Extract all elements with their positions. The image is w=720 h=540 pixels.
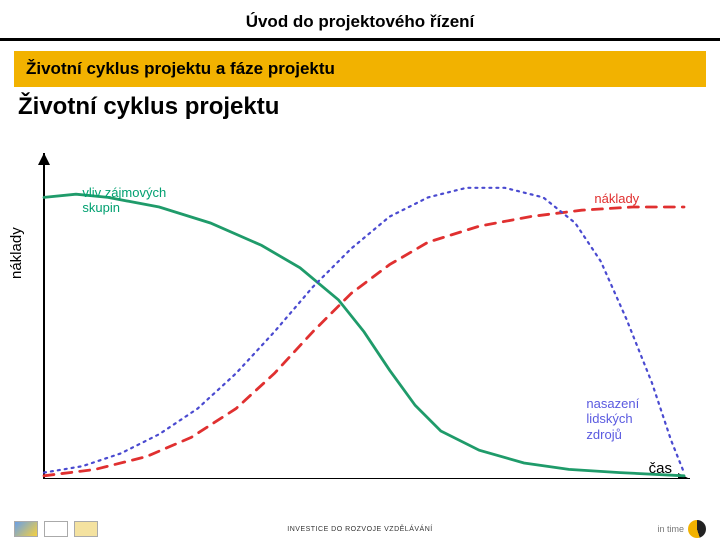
footer-brand-text: in time [657,524,684,534]
ministry-logo-icon [44,521,68,537]
series-label-stakeholder_influence: vliv zájmovýchskupin [82,185,166,216]
chart-title: Životní cyklus projektu [14,89,706,123]
footer-caption: INVESTICE DO ROZVOJE VZDĚLÁVÁNÍ [287,526,432,533]
section-title-band: Životní cyklus projektu a fáze projektu [14,51,706,87]
series-labels-layer: vliv zájmovýchskupin náklady nasazenílidsk… [14,119,706,479]
chart-container: Životní cyklus projektu náklady čas vliv… [14,89,706,479]
footer-logos [14,521,98,537]
swirl-icon [688,520,706,538]
eu-fund-logo-icon [14,521,38,537]
header-rule [0,38,720,41]
op-vk-logo-icon [74,521,98,537]
page-top-title: Úvod do projektového řízení [0,0,720,38]
footer-brand: in time [657,520,706,538]
series-label-costs: náklady [594,191,639,207]
series-label-staffing: nasazenílidskýchzdrojů [586,396,639,443]
footer: INVESTICE DO ROZVOJE VZDĚLÁVÁNÍ in time [0,518,720,540]
